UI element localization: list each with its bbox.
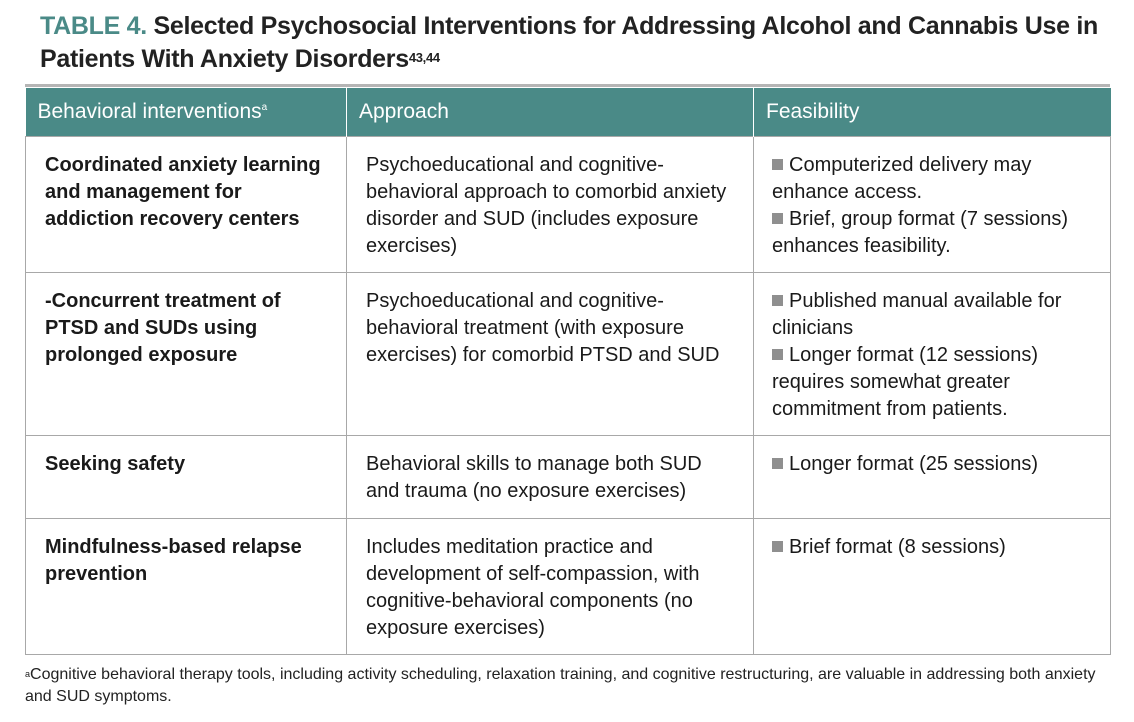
footnote-text: Cognitive behavioral therapy tools, incl… (25, 666, 1096, 705)
intervention-name: -Concurrent treatment of PTSD and SUDs u… (25, 272, 347, 436)
feasibility-cell: Longer format (25 sessions) (753, 435, 1111, 519)
approach-cell: Psychoeducational and cognitive-behavior… (346, 272, 754, 436)
table-header-row: Behavioral interventionsa Approach Feasi… (25, 88, 1111, 137)
square-bullet-icon (772, 349, 783, 360)
square-bullet-icon (772, 159, 783, 170)
title-references: 43,44 (408, 50, 440, 65)
footnote-marker: a (25, 669, 31, 679)
header-behavioral-interventions: Behavioral interventionsa (25, 88, 347, 137)
table-row: Coordinated anxiety learning and managem… (25, 136, 1111, 273)
approach-cell: Behavioral skills to manage both SUD and… (346, 435, 754, 519)
table-title-text: Selected Psychosocial Interventions for … (40, 12, 1098, 73)
feasibility-cell: Published manual available for clinician… (753, 272, 1111, 436)
table-title: TABLE 4. Selected Psychosocial Intervent… (40, 10, 1110, 76)
feasibility-item: Published manual available for clinician… (772, 290, 1062, 339)
square-bullet-icon (772, 213, 783, 224)
approach-cell: Includes meditation practice and develop… (346, 518, 754, 655)
square-bullet-icon (772, 295, 783, 306)
feasibility-item: Longer format (25 sessions) (772, 451, 1092, 478)
intervention-name: Seeking safety (25, 435, 347, 519)
table-row: Mindfulness-based relapse prevention Inc… (25, 518, 1111, 655)
approach-cell: Psychoeducational and cognitive-behavior… (346, 136, 754, 273)
feasibility-item: Brief, group format (7 sessions) enhance… (772, 208, 1068, 257)
intervention-name: Mindfulness-based relapse prevention (25, 518, 347, 655)
intervention-name: Coordinated anxiety learning and managem… (25, 136, 347, 273)
square-bullet-icon (772, 541, 783, 552)
feasibility-item: Longer format (12 sessions) requires som… (772, 344, 1039, 420)
square-bullet-icon (772, 458, 783, 469)
feasibility-cell: Brief format (8 sessions) (753, 518, 1111, 655)
table-footnote: aCognitive behavioral therapy tools, inc… (25, 664, 1115, 708)
table-row: -Concurrent treatment of PTSD and SUDs u… (25, 272, 1111, 436)
feasibility-item: Brief format (8 sessions) (772, 534, 1092, 561)
interventions-table: Behavioral interventionsa Approach Feasi… (25, 88, 1111, 655)
header-approach: Approach (346, 88, 754, 137)
table-row: Seeking safety Behavioral skills to mana… (25, 435, 1111, 519)
header-feasibility: Feasibility (753, 88, 1111, 137)
feasibility-cell: Computerized delivery may enhance access… (753, 136, 1111, 273)
title-divider (25, 84, 1110, 87)
table-number: TABLE 4. (40, 12, 147, 40)
feasibility-item: Computerized delivery may enhance access… (772, 154, 1032, 203)
header-footnote-marker: a (261, 102, 268, 113)
